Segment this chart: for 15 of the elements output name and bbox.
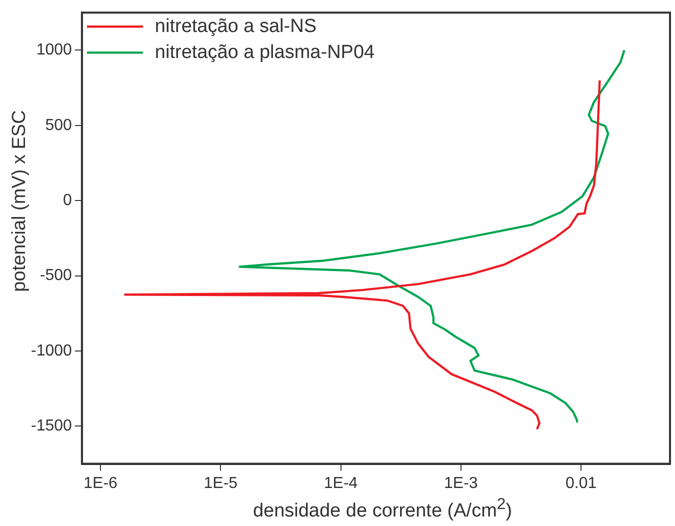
y-tick-label: -1500 bbox=[31, 418, 72, 435]
y-tick-label: 500 bbox=[45, 116, 72, 134]
y-tick-label: 1000 bbox=[36, 42, 72, 59]
x-axis-title: densidade de corrente (A/cm$^{2}$) bbox=[252, 496, 514, 522]
legend-label: nitretação a sal-NS bbox=[154, 16, 316, 37]
y-tick-label: 0 bbox=[63, 192, 72, 210]
x-tick-label: 0.01 bbox=[565, 474, 597, 492]
x-tick-label: 1E-5 bbox=[204, 474, 238, 492]
y-tick-label: -500 bbox=[40, 267, 72, 284]
y-axis-title: potencial (mV) x ESC bbox=[9, 109, 31, 294]
x-tick-label: 1E-4 bbox=[324, 474, 358, 492]
x-tick-label: 1E-6 bbox=[84, 474, 118, 492]
y-tick-label: -1000 bbox=[31, 342, 72, 360]
x-tick-label: 1E-3 bbox=[444, 474, 478, 492]
legend-label: nitretação a plasma-NP04 bbox=[154, 42, 376, 63]
